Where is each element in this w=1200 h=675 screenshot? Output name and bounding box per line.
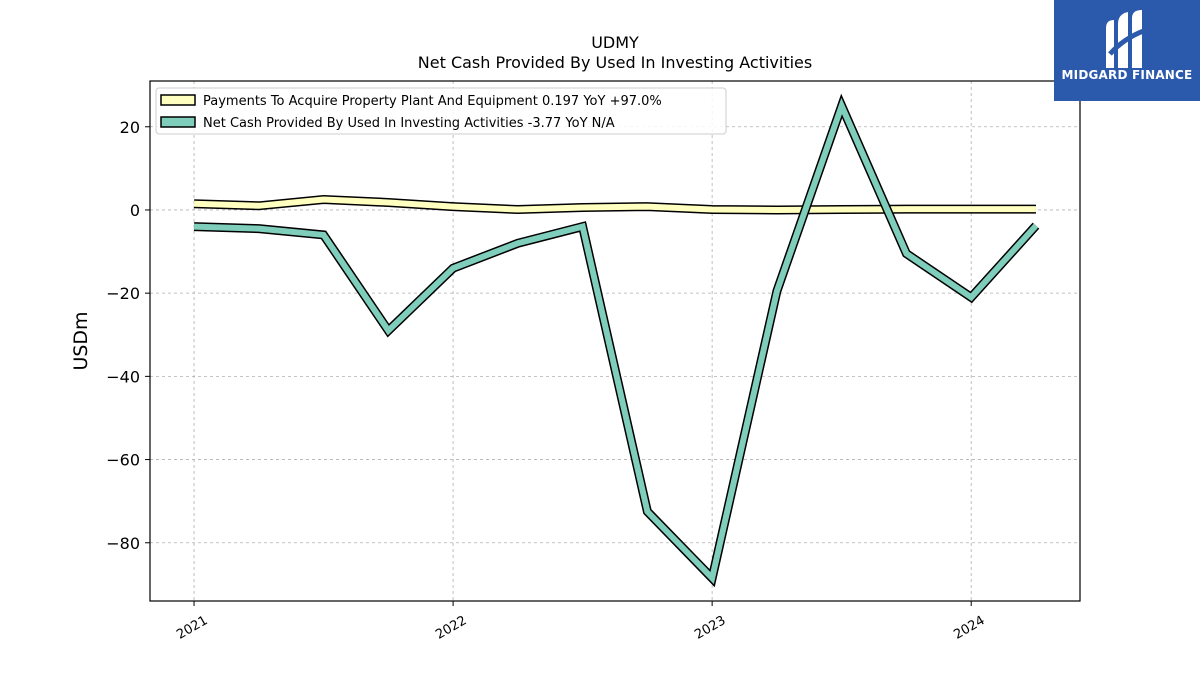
series-outline <box>193 93 1040 588</box>
grid <box>150 81 1080 601</box>
series-layer <box>193 93 1040 588</box>
midgard-m-icon <box>1106 10 1147 68</box>
chart-subtitle: Net Cash Provided By Used In Investing A… <box>418 53 812 72</box>
plot-frame <box>149 80 1081 602</box>
series-line <box>193 97 1039 585</box>
chart-title: UDMY <box>591 33 639 52</box>
legend-label: Payments To Acquire Property Plant And E… <box>203 94 662 109</box>
y-tick-label: −80 <box>106 534 140 553</box>
y-tick-label: 20 <box>120 118 140 137</box>
x-tick-label: 2023 <box>692 613 728 643</box>
legend: Payments To Acquire Property Plant And E… <box>155 87 727 135</box>
series-line <box>193 196 1036 213</box>
legend-swatch <box>160 116 196 128</box>
y-tick-label: −20 <box>106 284 140 303</box>
legend-swatch <box>160 94 196 106</box>
logo-text: MIDGARD FINANCE <box>1061 68 1193 82</box>
legend-label: Net Cash Provided By Used In Investing A… <box>203 116 615 131</box>
x-axis: 2021 2022 2023 2024 <box>174 601 988 643</box>
x-tick-label: 2022 <box>433 613 469 643</box>
midgard-logo: MIDGARD FINANCE <box>1054 0 1200 101</box>
legend-box <box>155 87 727 135</box>
y-axis: 20 0 −20 −40 −60 −80 <box>106 118 150 553</box>
y-tick-label: −60 <box>106 451 140 470</box>
y-tick-label: 0 <box>130 201 140 220</box>
y-axis-label: USDm <box>70 311 92 370</box>
x-tick-label: 2024 <box>951 613 987 643</box>
x-tick-label: 2021 <box>174 613 210 643</box>
y-tick-label: −40 <box>106 367 140 386</box>
